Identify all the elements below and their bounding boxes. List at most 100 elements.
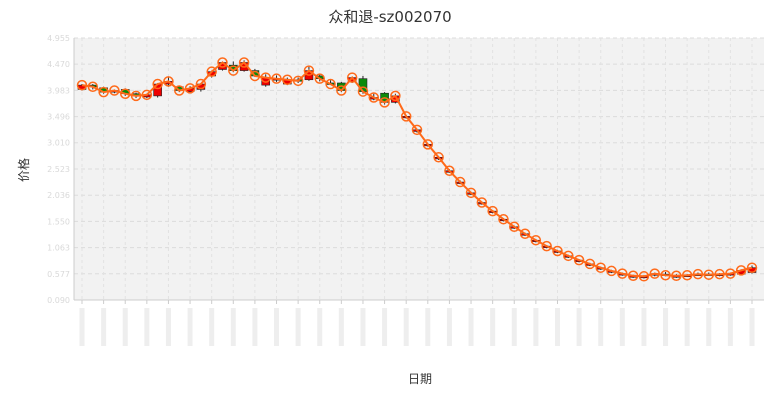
- candle-body: [358, 78, 368, 92]
- close-point: [130, 90, 142, 102]
- x-tick-label: [79, 308, 85, 346]
- close-point: [357, 86, 369, 97]
- y-tick-label: 4.470: [47, 60, 70, 69]
- close-point: [163, 76, 174, 87]
- x-tick-label: [382, 308, 388, 346]
- x-tick-label: [468, 308, 474, 346]
- x-tick-label: [663, 308, 669, 346]
- close-point: [638, 271, 650, 282]
- close-point: [76, 79, 88, 91]
- x-tick-label: [274, 308, 280, 346]
- close-point: [119, 88, 131, 99]
- close-point: [109, 85, 120, 96]
- x-tick-label: [576, 308, 582, 346]
- close-point: [509, 221, 520, 233]
- x-axis-ticks: [79, 300, 755, 346]
- y-tick-label: 2.523: [47, 165, 70, 174]
- close-point: [476, 197, 488, 208]
- close-price-markers: [76, 57, 758, 282]
- close-point: [303, 65, 315, 76]
- close-point: [519, 228, 531, 240]
- close-point: [465, 187, 477, 199]
- x-tick-label: [230, 308, 236, 346]
- x-tick-label: [490, 308, 496, 346]
- y-tick-label: 1.550: [47, 217, 70, 226]
- x-tick-label: [554, 308, 560, 346]
- x-tick-label: [425, 308, 431, 346]
- close-point: [530, 234, 542, 246]
- y-axis-ticks: 0.090 0.577 1.063 1.550 2.036 2.523 3.010 3.496…: [47, 34, 70, 305]
- close-point: [692, 268, 704, 280]
- x-tick-label: [101, 308, 107, 346]
- close-point: [152, 78, 163, 90]
- x-tick-label: [187, 308, 193, 346]
- x-tick-label: [749, 308, 755, 346]
- close-point: [390, 90, 401, 102]
- close-point: [400, 111, 412, 122]
- close-point: [174, 85, 185, 96]
- y-tick-label: 0.577: [47, 270, 70, 279]
- x-tick-label: [598, 308, 604, 346]
- y-tick-label: 0.090: [47, 296, 70, 305]
- close-point: [627, 270, 639, 282]
- close-point: [249, 70, 261, 82]
- close-point: [487, 205, 498, 217]
- close-point: [260, 72, 271, 83]
- close-point: [422, 139, 434, 150]
- close-point: [336, 85, 347, 96]
- close-point: [735, 265, 747, 276]
- x-tick-label: [511, 308, 517, 346]
- x-tick-label: [295, 308, 301, 346]
- close-point: [541, 240, 552, 252]
- close-point: [671, 270, 682, 282]
- x-tick-label: [252, 308, 258, 346]
- close-point: [617, 268, 628, 279]
- y-tick-label: 4.955: [47, 34, 70, 43]
- close-point: [746, 262, 758, 273]
- close-point: [228, 65, 239, 76]
- close-point: [238, 57, 250, 68]
- close-point: [411, 124, 423, 136]
- x-tick-label: [144, 308, 150, 346]
- close-point: [454, 176, 466, 188]
- close-point: [552, 245, 563, 257]
- close-point: [292, 75, 304, 87]
- close-point: [649, 268, 660, 279]
- x-tick-label: [641, 308, 647, 346]
- y-axis-label: 价格: [16, 158, 31, 182]
- close-point: [573, 254, 585, 266]
- x-tick-label: [684, 308, 690, 346]
- close-point: [184, 83, 196, 94]
- x-axis-label: 日期: [408, 372, 432, 386]
- close-point: [217, 57, 228, 68]
- x-tick-label: [446, 308, 452, 346]
- x-tick-label: [360, 308, 366, 346]
- x-tick-label: [338, 308, 344, 346]
- close-point: [433, 152, 444, 163]
- x-tick-label: [403, 308, 409, 346]
- y-tick-label: 3.983: [47, 86, 70, 95]
- close-point: [206, 66, 217, 77]
- close-point: [725, 268, 736, 279]
- close-point: [660, 269, 671, 281]
- close-point: [563, 250, 574, 262]
- close-point: [195, 78, 207, 90]
- close-point: [87, 81, 99, 92]
- x-tick-label: [727, 308, 733, 346]
- close-point: [346, 72, 358, 83]
- close-point: [606, 265, 617, 277]
- y-tick-label: 3.010: [47, 139, 70, 148]
- y-tick-label: 1.063: [47, 244, 70, 253]
- close-point: [681, 269, 693, 281]
- close-point: [379, 97, 390, 108]
- x-tick-label: [122, 308, 128, 346]
- close-point: [368, 92, 380, 103]
- y-tick-label: 3.496: [47, 113, 70, 122]
- close-point: [595, 262, 606, 273]
- x-tick-label: [209, 308, 215, 346]
- x-tick-label: [165, 308, 171, 346]
- close-point: [584, 258, 596, 270]
- x-tick-label: [619, 308, 625, 346]
- close-point: [282, 74, 293, 85]
